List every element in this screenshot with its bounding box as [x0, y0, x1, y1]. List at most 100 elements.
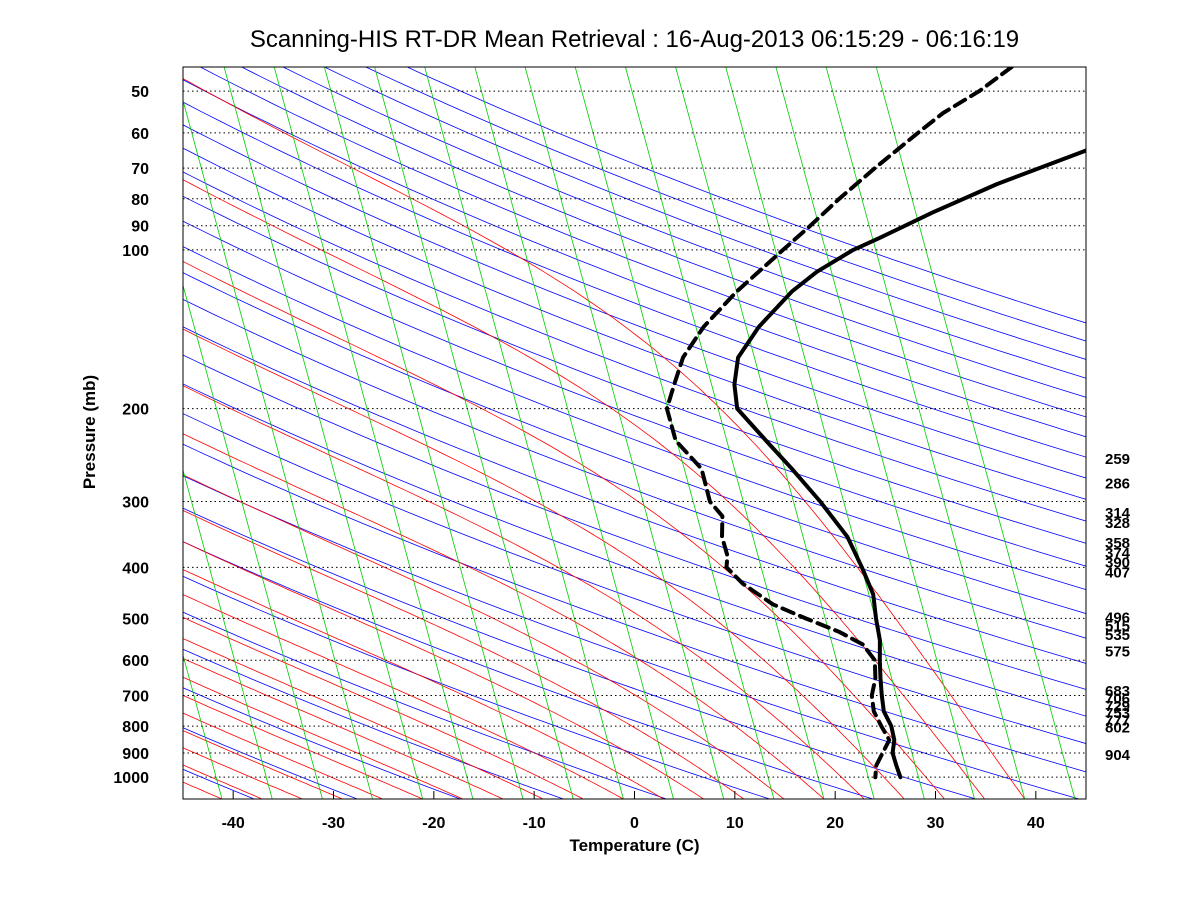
pressure-gridlines: [183, 90, 1086, 778]
right-level-labels: 2592863143283583743904074965155355756837…: [1105, 451, 1131, 764]
mixing-ratio-line: [775, 67, 975, 799]
dewpoint-series-line: [664, 67, 1014, 780]
mixing-ratio-line: [324, 67, 524, 799]
dry-adiabat-line: [183, 101, 1086, 458]
mixing-ratio-line: [625, 67, 825, 799]
moist-adiabat-line: [183, 781, 223, 799]
mixing-ratio-line: [524, 67, 725, 799]
mixing-ratio-line: [725, 67, 925, 799]
mixing-ratio-line: [374, 67, 574, 799]
x-axis-label: Temperature (C): [569, 836, 700, 855]
y-tick-label: 1000: [113, 770, 149, 787]
x-tick-label: -40: [222, 815, 245, 832]
dry-adiabat-line: [183, 220, 1086, 567]
moist-adiabat-line: [183, 78, 1026, 799]
y-tick-label: 90: [131, 219, 149, 236]
level-label: 904: [1105, 747, 1131, 764]
dry-adiabat-line: [0, 67, 48, 799]
y-tick-label: 60: [131, 126, 149, 143]
dry-adiabat-line: [183, 79, 1086, 438]
x-tick-label: 40: [1027, 815, 1045, 832]
moist-adiabat-line: [183, 695, 423, 799]
dry-adiabat-line: [183, 326, 1086, 664]
x-tick-label: -10: [523, 815, 546, 832]
mixing-ratio-line: [0, 67, 72, 799]
dry-adiabat-line: [183, 383, 1086, 717]
level-label: 802: [1105, 720, 1130, 737]
level-label: 328: [1105, 515, 1130, 532]
mixing-ratio-line: [0, 67, 21, 799]
background-lines: [0, 67, 1086, 799]
dry-adiabat-line: [183, 246, 1086, 591]
dry-adiabat-line: [183, 443, 1086, 773]
level-label: 729: [1105, 698, 1130, 715]
x-tick-label: -20: [422, 815, 445, 832]
moist-adiabat-line: [183, 594, 624, 799]
moist-adiabat-line: [183, 616, 584, 799]
moist-adiabat-line: [183, 328, 905, 799]
moist-adiabat-line: [183, 569, 664, 799]
mixing-ratio-line: [424, 67, 624, 799]
mixing-ratio-line: [183, 283, 323, 799]
level-label: 535: [1105, 627, 1130, 644]
dry-adiabat-line: [183, 299, 1086, 639]
dry-adiabat-line: [183, 575, 770, 799]
dry-adiabat-line: [324, 67, 1086, 360]
moist-adiabat-line: [183, 261, 945, 799]
moist-adiabat-line: [183, 747, 303, 799]
y-tick-label: 700: [122, 688, 149, 705]
dry-adiabat-line: [183, 171, 1086, 522]
level-label: 753: [1105, 705, 1130, 722]
level-label: 259: [1105, 451, 1130, 468]
moist-adiabat-line: [183, 474, 785, 799]
x-tick-label: 30: [927, 815, 945, 832]
dry-adiabat-line: [183, 687, 461, 799]
y-tick-label: 200: [122, 402, 149, 419]
y-tick-label: 600: [122, 653, 149, 670]
moist-adiabat-line: [183, 385, 865, 799]
moist-adiabat-line: [183, 730, 343, 799]
mixing-ratio-line: [675, 67, 875, 799]
dry-adiabat-line: [183, 195, 1086, 544]
series-layer: [664, 67, 1086, 780]
mixing-ratio-line: [0, 67, 122, 799]
dry-adiabat-line: [407, 67, 1086, 324]
y-tick-label: 300: [122, 494, 149, 511]
dry-adiabat-line: [183, 648, 564, 799]
y-tick-label: 80: [131, 192, 149, 209]
x-axis-ticks: -40 -30 -20 -10 0 10 20 30 40: [222, 791, 1045, 832]
dry-adiabat-line: [183, 413, 1086, 744]
mixing-ratio-line: [825, 67, 1026, 799]
level-label: 374: [1105, 545, 1131, 562]
y-tick-label: 800: [122, 719, 149, 736]
level-label: 358: [1105, 535, 1130, 552]
dry-adiabat-line: [183, 354, 1086, 690]
dry-adiabat-line: [183, 475, 1080, 799]
mixing-ratio-line: [183, 99, 373, 799]
mixing-ratio-line: [183, 653, 223, 799]
temperature-series-line: [732, 148, 1086, 780]
dry-adiabat-line: [183, 272, 1086, 614]
moist-adiabat-line: [183, 510, 745, 799]
moist-adiabat-line: [183, 657, 504, 799]
dry-adiabat-line: [183, 507, 977, 799]
level-label: 683: [1105, 683, 1130, 700]
x-tick-label: -30: [322, 815, 345, 832]
dry-adiabat-line: [241, 67, 1086, 398]
level-label: 390: [1105, 555, 1130, 572]
y-tick-label: 100: [122, 243, 149, 260]
level-label: 286: [1105, 475, 1130, 492]
chart-title: Scanning-HIS RT-DR Mean Retrieval : 16-A…: [249, 26, 1020, 53]
moist-adiabat-line: [183, 541, 704, 799]
dry-adiabat-line: [282, 67, 1086, 379]
moist-adiabat-line: [183, 433, 825, 799]
moist-adiabat-line: [183, 712, 383, 799]
y-tick-label: 50: [131, 84, 149, 101]
level-label: 515: [1105, 618, 1130, 635]
level-label: 314: [1105, 505, 1131, 522]
y-tick-label: 400: [122, 560, 149, 577]
dry-adiabat-line: [365, 67, 1086, 342]
y-axis-ticks: 50 60 70 80 90 100 200 300 400 500 600 700 800 900 100…: [113, 84, 149, 787]
mixing-ratio-line: [474, 67, 674, 799]
